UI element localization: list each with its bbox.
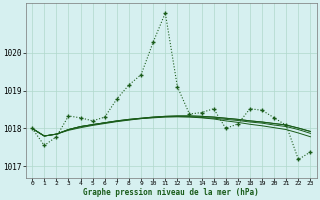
X-axis label: Graphe pression niveau de la mer (hPa): Graphe pression niveau de la mer (hPa) [84,188,259,197]
